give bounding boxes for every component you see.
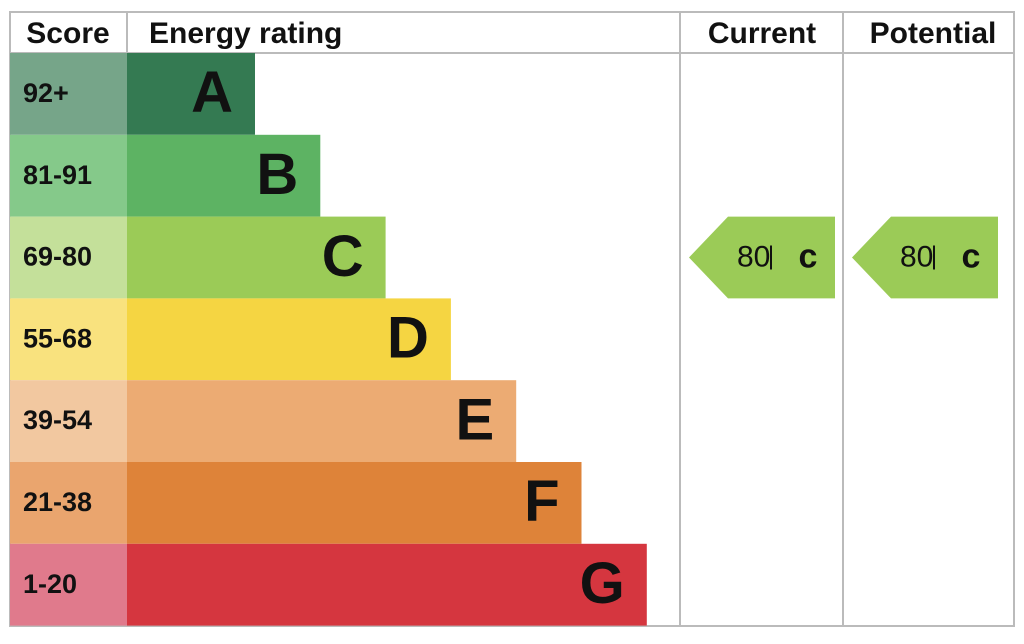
rating-letter-small: c [799, 237, 818, 275]
score-cell [10, 462, 127, 544]
rating-arrow [689, 216, 835, 299]
score-cell [10, 380, 127, 462]
rating-bar [127, 462, 582, 544]
rating-value: 80 [900, 240, 933, 273]
score-label: 1-20 [23, 569, 77, 599]
rating-bar [127, 380, 517, 462]
rating-bar [127, 298, 451, 381]
rating-bar [127, 134, 321, 217]
rating-letter: A [191, 60, 233, 125]
rating-arrow [852, 216, 998, 299]
score-cell [10, 543, 127, 626]
header-rating: Energy rating [149, 17, 342, 50]
rating-letter: F [524, 469, 559, 534]
rating-bar [127, 543, 647, 626]
rating-bar [127, 216, 386, 299]
rating-letter: C [322, 224, 364, 289]
score-label: 21-38 [23, 487, 92, 517]
score-cell [10, 216, 127, 299]
header-score: Score [26, 17, 109, 50]
header-current: Current [708, 17, 816, 50]
score-label: 39-54 [23, 405, 92, 435]
score-label: 92+ [23, 78, 69, 108]
score-label: 81-91 [23, 160, 92, 190]
rating-letter: G [580, 551, 625, 616]
rating-bar [127, 53, 255, 135]
score-label: 55-68 [23, 323, 92, 353]
header-potential: Potential [870, 17, 997, 50]
rating-letter: B [256, 142, 298, 207]
rating-letter-small: c [962, 237, 981, 275]
rating-letter: E [456, 387, 495, 452]
score-cell [10, 53, 127, 135]
score-cell [10, 298, 127, 381]
score-label: 69-80 [23, 242, 92, 272]
rating-value: 80 [737, 240, 770, 273]
score-cell [10, 134, 127, 217]
rating-letter: D [387, 306, 429, 371]
